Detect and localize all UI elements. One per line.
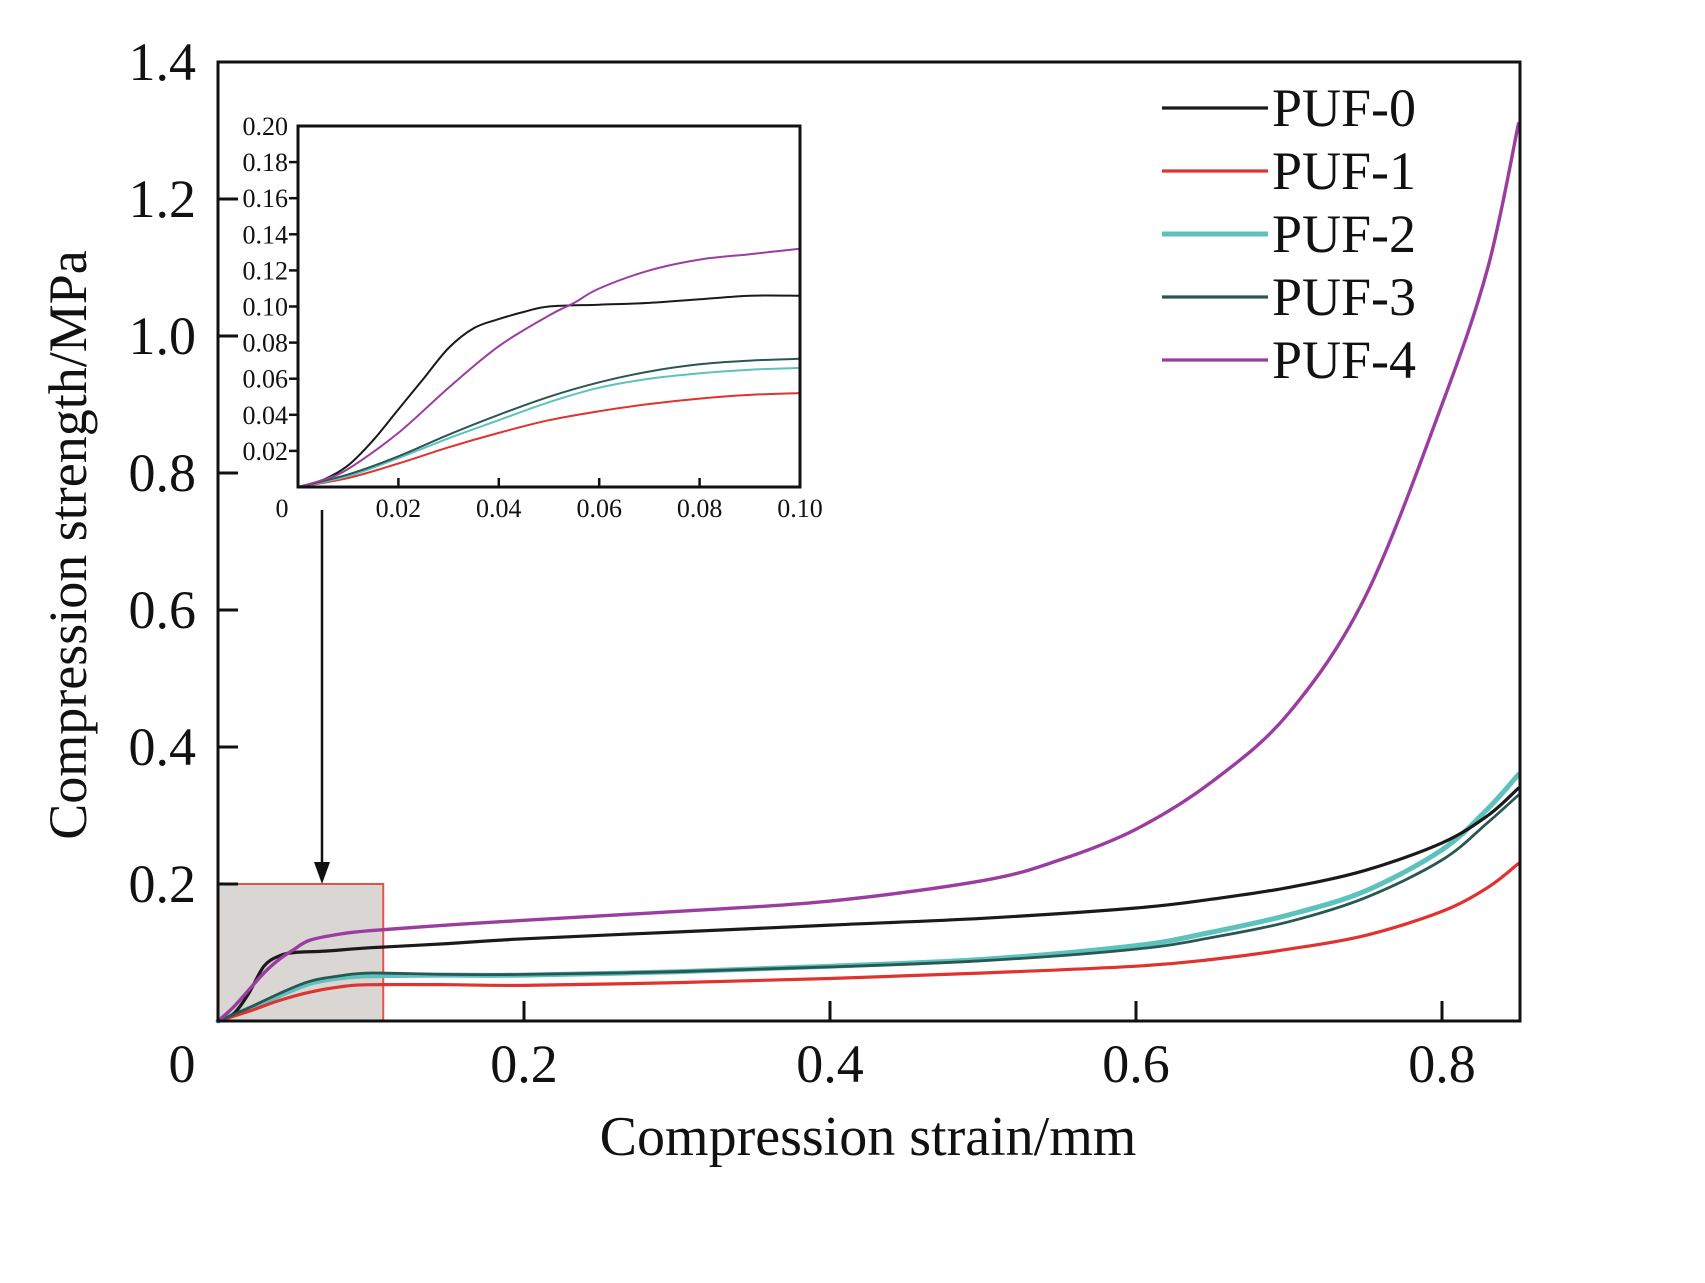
- inset-x-tick-label: 0.10: [777, 494, 823, 523]
- inset-y-tick-label: 0.04: [243, 401, 289, 430]
- series-line-puf-1: [216, 861, 1521, 1023]
- series-line-puf-0: [216, 786, 1521, 1023]
- inset-y-tick-label: 0.20: [243, 112, 289, 141]
- legend-item-puf-4: PUF-4: [1162, 330, 1416, 390]
- y-axis-title: Compression strength/MPa: [38, 250, 98, 840]
- x-axis-ticks: 0 0.2 0.4 0.6 0.8: [169, 1001, 1476, 1094]
- legend-item-puf-3: PUF-3: [1162, 267, 1416, 327]
- x-tick-label: 0.4: [796, 1034, 864, 1094]
- zoom-arrow: [314, 510, 330, 884]
- inset-series-line-puf-3: [297, 357, 801, 488]
- inset-y-tick-label: 0.10: [243, 293, 289, 322]
- inset-series-group: [297, 247, 801, 488]
- inset-y-tick-label: 0.18: [243, 148, 289, 177]
- y-tick-label: 1.4: [129, 32, 197, 92]
- series-line-puf-4: [216, 121, 1521, 1023]
- inset-y-tick-label: 0.14: [243, 220, 289, 249]
- legend-item-puf-2: PUF-2: [1162, 204, 1416, 264]
- legend-label: PUF-0: [1272, 78, 1416, 138]
- inset-y-tick-label: 0.08: [243, 329, 289, 358]
- y-tick-label: 0.6: [129, 580, 197, 640]
- y-tick-label: 1.0: [129, 306, 197, 366]
- legend-item-puf-1: PUF-1: [1162, 141, 1416, 201]
- main-plot-frame: [216, 60, 1522, 1023]
- legend-label: PUF-4: [1272, 330, 1416, 390]
- y-axis-ticks: 0.2 0.4 0.6 0.8 1.0 1.2 1.4: [129, 32, 238, 914]
- inset-series-line-puf-4: [297, 247, 801, 488]
- legend-label: PUF-2: [1272, 204, 1416, 264]
- y-tick-label: 0.8: [129, 443, 197, 503]
- inset-y-tick-label: 0.16: [243, 184, 289, 213]
- inset-series-line-puf-1: [297, 392, 801, 488]
- legend-item-puf-0: PUF-0: [1162, 78, 1416, 138]
- inset-x-axis-ticks: 0 0.02 0.04 0.06 0.08 0.10: [276, 478, 823, 523]
- inset-y-tick-label: 0.12: [243, 256, 289, 285]
- inset-x-tick-label: 0: [276, 494, 289, 523]
- main-plot-area: 0 0.2 0.4 0.6 0.8 0.2 0.4 0.6 0.8 1.0 1.2 1.4: [129, 32, 1522, 1094]
- inset-x-tick-label: 0.02: [376, 494, 422, 523]
- legend-label: PUF-3: [1272, 267, 1416, 327]
- series-line-puf-3: [216, 793, 1520, 1023]
- y-tick-label: 1.2: [129, 169, 197, 229]
- inset-y-tick-label: 0.06: [243, 365, 289, 394]
- inset-x-tick-label: 0.08: [677, 494, 723, 523]
- inset-x-tick-label: 0.06: [576, 494, 622, 523]
- main-series-group: [215, 121, 1521, 1024]
- x-tick-label: 0.2: [490, 1034, 558, 1094]
- arrow-head-icon: [314, 862, 330, 884]
- inset-series-line-puf-0: [297, 294, 801, 488]
- x-tick-label: 0.6: [1102, 1034, 1170, 1094]
- inset-plot: 0 0.02 0.04 0.06 0.08 0.10 0.020.040.060.080.…: [243, 112, 823, 523]
- inset-y-axis-ticks: 0.02 0.04 0.06 0.08 0.10 0.12 0.14 0.16 0.18 0.20: [243, 112, 298, 466]
- x-axis-title: Compression strain/mm: [600, 1106, 1137, 1168]
- y-tick-label: 0.2: [129, 854, 197, 914]
- legend-label: PUF-1: [1272, 141, 1416, 201]
- inset-y-tick-label: 0.02: [243, 437, 289, 466]
- x-tick-label: 0: [169, 1034, 196, 1094]
- inset-x-tick-label: 0.04: [476, 494, 522, 523]
- inset-series-line-puf-2: [297, 366, 801, 488]
- y-tick-label: 0.4: [129, 717, 197, 777]
- x-tick-label: 0.8: [1408, 1034, 1476, 1094]
